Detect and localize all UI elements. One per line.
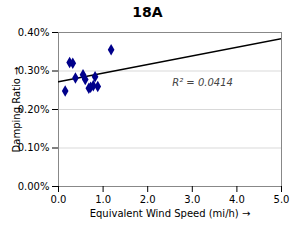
svg-text:4.0: 4.0 [229, 194, 245, 205]
html-text:18A: 18A [132, 4, 163, 20]
svg-text:Equivalent Wind Speed (mi/h) →: Equivalent Wind Speed (mi/h) → [90, 208, 251, 219]
svg-text:1.0: 1.0 [95, 194, 111, 205]
svg-text:0.40%: 0.40% [18, 27, 50, 38]
svg-text:0.10%: 0.10% [18, 142, 50, 153]
svg-text:0.30%: 0.30% [18, 65, 50, 76]
svg-text:0.00%: 0.00% [18, 181, 50, 192]
svg-text:2.0: 2.0 [140, 194, 156, 205]
svg-text:0.0: 0.0 [51, 194, 67, 205]
svg-text:3.0: 3.0 [184, 194, 200, 205]
svg-text:R² = 0.0414: R² = 0.0414 [172, 77, 233, 88]
svg-text:0.20%: 0.20% [18, 104, 50, 115]
svg-text:Damping Ratio →: Damping Ratio → [11, 67, 22, 153]
svg-text:5.0: 5.0 [274, 194, 290, 205]
